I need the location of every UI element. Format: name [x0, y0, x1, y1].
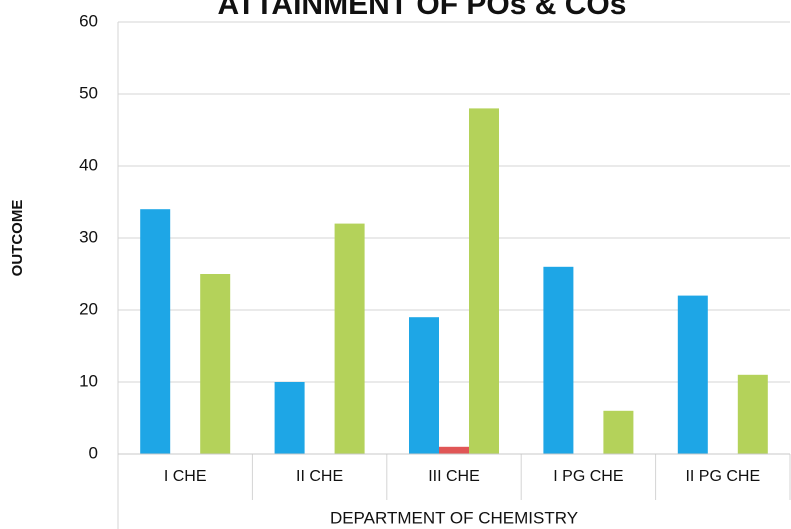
x-tick-label: I CHE — [164, 468, 207, 485]
bar — [409, 317, 439, 454]
y-tick-label: 20 — [79, 299, 98, 318]
bar — [439, 446, 469, 454]
x-axis-title: DEPARTMENT OF CHEMISTRY — [330, 508, 578, 527]
bar — [677, 295, 708, 454]
chart-title: ATTAINMENT OF POs & COs — [218, 0, 627, 21]
x-tick-label: II PG CHE — [685, 468, 760, 485]
bar — [334, 223, 365, 454]
x-tick-label: I PG CHE — [553, 468, 623, 485]
y-axis-title: OUTCOME — [9, 200, 26, 277]
bar — [274, 382, 305, 454]
bar — [469, 108, 499, 455]
y-tick-label: 60 — [79, 11, 98, 30]
x-tick-label: III CHE — [428, 468, 480, 485]
y-tick-label: 10 — [79, 371, 98, 390]
bar — [543, 266, 574, 454]
x-tick-label: II CHE — [296, 468, 343, 485]
y-tick-label: 40 — [79, 155, 98, 174]
bar — [737, 374, 768, 454]
bar — [200, 274, 231, 454]
bar — [140, 209, 171, 454]
y-tick-label: 0 — [89, 443, 98, 462]
y-tick-label: 30 — [79, 227, 98, 246]
y-tick-label: 50 — [79, 83, 98, 102]
bar — [603, 410, 634, 454]
